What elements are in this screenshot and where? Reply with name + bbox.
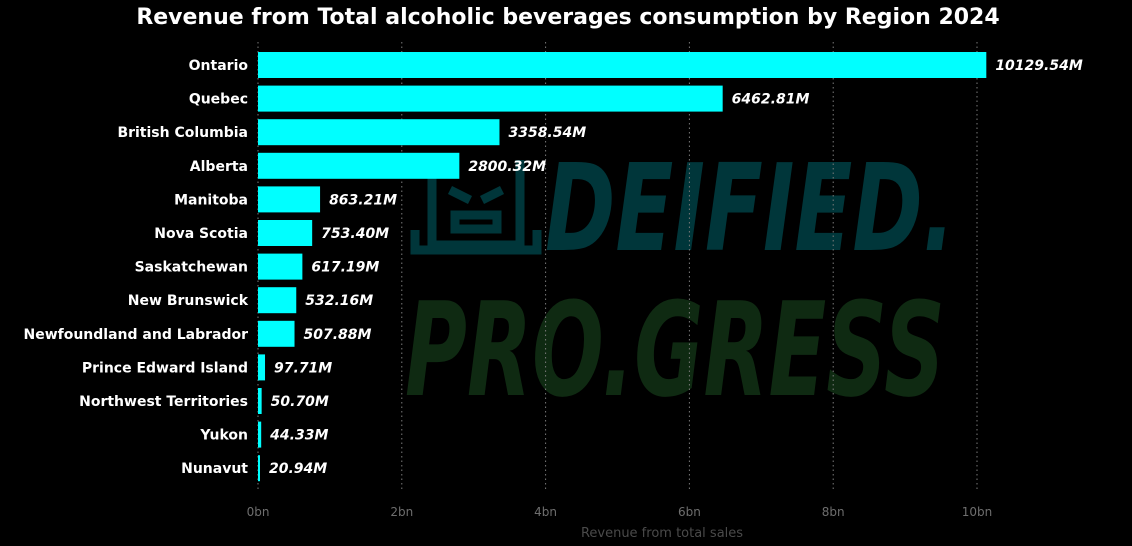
category-label: Alberta: [190, 159, 248, 175]
category-label: Quebec: [189, 92, 248, 108]
bar: [258, 287, 297, 314]
value-label: 44.33M: [269, 428, 328, 444]
value-label: 863.21M: [329, 192, 397, 208]
value-label: 2800.32M: [468, 159, 546, 175]
bar: [258, 52, 987, 78]
category-label: Saskatchewan: [135, 260, 248, 276]
bars: [258, 52, 987, 482]
value-label: 6462.81M: [732, 92, 810, 108]
watermark-line2: PRO.GRESS: [405, 274, 945, 426]
bar: [258, 354, 266, 381]
category-label: Northwest Territories: [79, 394, 248, 410]
x-tick-label: 10bn: [962, 505, 993, 519]
bar: [258, 119, 500, 146]
value-label: 20.94M: [269, 461, 327, 477]
bar: [258, 421, 262, 448]
bar: [258, 85, 723, 112]
value-label: 3358.54M: [508, 125, 586, 141]
bar: [258, 186, 321, 213]
bar: [258, 388, 262, 414]
watermark-line1: DEIFIED.: [545, 140, 955, 279]
category-label: New Brunswick: [128, 293, 249, 309]
category-label: Nunavut: [181, 461, 248, 477]
x-tick-label: 6bn: [678, 505, 701, 519]
x-tick-label: 4bn: [534, 505, 557, 519]
category-labels: Ontario Quebec British Columbia Alberta Mani…: [23, 58, 248, 477]
value-label: 532.16M: [305, 293, 373, 309]
bar: [258, 220, 313, 246]
category-label: Newfoundland and Labrador: [23, 327, 248, 343]
x-tick-label: 0bn: [247, 505, 270, 519]
watermark: DEIFIED. PRO.GRESS: [405, 140, 955, 426]
value-label: 10129.54M: [995, 58, 1083, 74]
x-tick-label: 2bn: [390, 505, 413, 519]
bar: [258, 455, 260, 482]
category-label: Manitoba: [174, 192, 248, 208]
bar: [258, 152, 460, 179]
bar: [258, 320, 295, 347]
value-label: 97.71M: [274, 360, 332, 376]
x-axis-ticks: 0bn 2bn 4bn 6bn 8bn 10bn: [247, 505, 993, 519]
value-label: 753.40M: [321, 226, 389, 242]
category-label: British Columbia: [117, 125, 248, 141]
category-label: Prince Edward Island: [82, 360, 248, 376]
category-label: Yukon: [199, 428, 248, 444]
value-label: 50.70M: [271, 394, 329, 410]
watermark-emblem-icon: [410, 160, 542, 255]
category-label: Ontario: [189, 58, 249, 74]
value-label: 617.19M: [311, 260, 379, 276]
value-label: 507.88M: [304, 327, 372, 343]
chart-title: Revenue from Total alcoholic beverages c…: [136, 5, 999, 30]
value-labels: 10129.54M 6462.81M 3358.54M 2800.32M 863.21M…: [269, 58, 1083, 477]
x-axis-title: Revenue from total sales: [581, 526, 743, 541]
bar: [258, 253, 303, 280]
category-label: Nova Scotia: [154, 226, 248, 242]
x-tick-label: 8bn: [822, 505, 845, 519]
